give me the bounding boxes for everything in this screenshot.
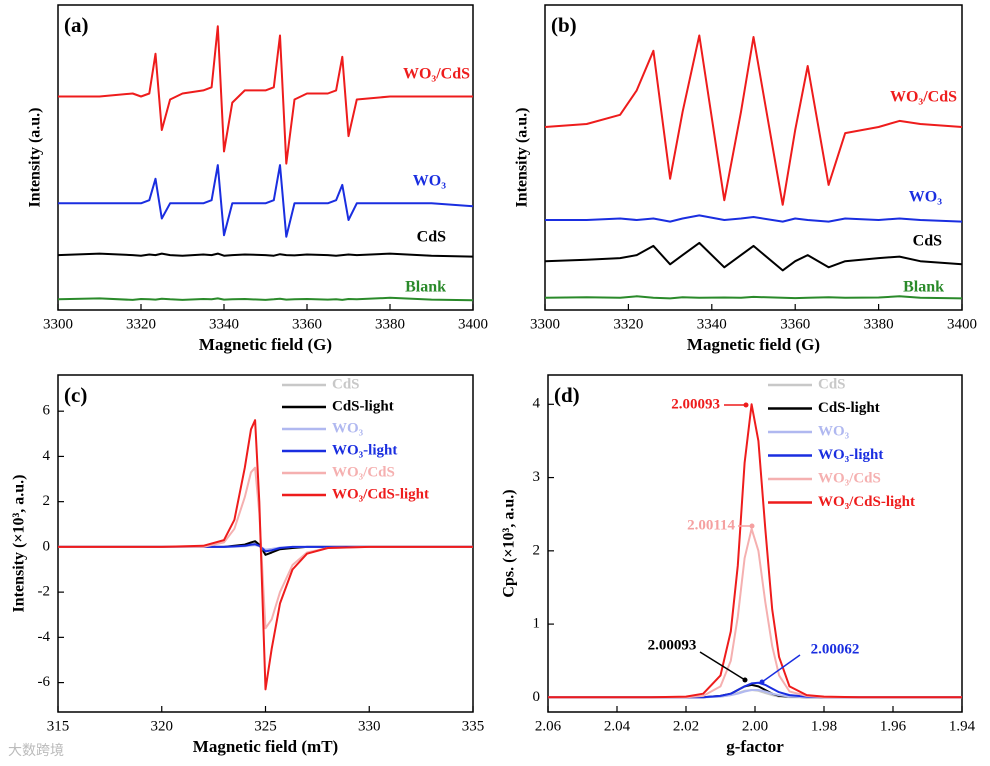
y-tick-label: -6 xyxy=(38,674,51,690)
legend-label: WO₃/CdS-light xyxy=(818,494,915,510)
annotation: 2.00093 xyxy=(648,637,697,653)
y-tick-label: 0 xyxy=(43,538,51,554)
series-label: WO₃/CdS xyxy=(403,66,470,83)
series-line xyxy=(545,214,963,223)
y-tick-label: 6 xyxy=(43,403,51,419)
legend-label: CdS xyxy=(818,376,846,392)
x-tick-label: 1.96 xyxy=(880,718,907,734)
x-tick-label: 325 xyxy=(254,718,277,734)
y-tick-label: -2 xyxy=(38,584,51,600)
annotation-arrow xyxy=(761,654,801,683)
x-tick-label: 2.02 xyxy=(673,718,699,734)
series-line xyxy=(548,527,962,699)
legend-label: WO₃/CdS xyxy=(818,470,881,486)
legend-label: CdS xyxy=(332,376,360,392)
y-tick-label: 0 xyxy=(533,689,541,705)
series-line xyxy=(57,296,474,302)
x-tick-label: 2.06 xyxy=(535,718,562,734)
y-tick-label: 3 xyxy=(533,469,541,485)
annotation: 2.00093 xyxy=(671,396,720,412)
series-label: Blank xyxy=(903,279,944,296)
x-tick-label: 2.00 xyxy=(742,718,768,734)
annotation-arrow xyxy=(699,651,746,681)
legend-label: CdS-light xyxy=(332,398,394,414)
x-tick-label: 3360 xyxy=(780,316,810,332)
x-tick-label: 3320 xyxy=(613,316,643,332)
x-tick-label: 3400 xyxy=(458,316,488,332)
x-axis-label: Magnetic field (G) xyxy=(687,335,820,354)
annotation-arrowhead xyxy=(742,677,748,683)
legend-label: WO₃/CdS xyxy=(332,464,395,480)
series-label: CdS xyxy=(417,229,446,246)
series-label: WO₃ xyxy=(909,189,942,206)
x-tick-label: 3300 xyxy=(530,316,560,332)
x-tick-label: 335 xyxy=(462,718,485,734)
series-line xyxy=(544,241,963,272)
x-tick-label: 3380 xyxy=(864,316,894,332)
y-tick-label: -4 xyxy=(38,629,51,645)
x-axis-label: g-factor xyxy=(726,737,784,756)
legend-label: CdS-light xyxy=(818,400,880,416)
plot-frame xyxy=(57,4,474,311)
series-line xyxy=(548,689,962,699)
y-tick-label: 4 xyxy=(43,448,51,464)
y-axis-label: Intensity (a.u.) xyxy=(514,107,531,207)
watermark: 大数跨境 xyxy=(8,743,64,759)
x-tick-label: 2.04 xyxy=(604,718,631,734)
series-line xyxy=(544,295,963,300)
annotation-arrowhead xyxy=(749,523,755,529)
series-line xyxy=(58,25,473,165)
legend-label: WO₃ xyxy=(332,420,364,436)
series-line xyxy=(58,543,473,553)
x-tick-label: 1.94 xyxy=(949,718,976,734)
series-line xyxy=(58,164,474,238)
series-line xyxy=(548,403,962,699)
x-tick-label: 3400 xyxy=(947,316,977,332)
series-label: WO₃ xyxy=(413,173,446,190)
y-tick-label: 4 xyxy=(533,396,541,412)
series-line xyxy=(58,419,473,691)
x-tick-label: 315 xyxy=(47,718,70,734)
annotation: 2.00114 xyxy=(687,517,735,533)
x-tick-label: 3320 xyxy=(126,316,156,332)
annotation-arrowhead xyxy=(759,679,765,685)
x-tick-label: 3380 xyxy=(375,316,405,332)
x-tick-label: 3340 xyxy=(697,316,727,332)
series-line xyxy=(58,540,473,556)
x-tick-label: 3340 xyxy=(209,316,239,332)
legend-label: WO₃-light xyxy=(818,447,883,463)
series-line xyxy=(57,252,474,258)
x-tick-label: 330 xyxy=(358,718,381,734)
y-tick-label: 2 xyxy=(43,493,51,509)
x-axis-label: Magnetic field (G) xyxy=(199,335,332,354)
legend-label: WO₃ xyxy=(818,423,850,439)
series-label: WO₃/CdS xyxy=(890,89,957,106)
x-tick-label: 320 xyxy=(151,718,174,734)
plot-frame xyxy=(544,4,963,311)
x-tick-label: 1.98 xyxy=(811,718,837,734)
legend-label: WO₃/CdS-light xyxy=(332,486,429,502)
panel-label: (a) xyxy=(64,13,89,37)
y-tick-label: 1 xyxy=(533,616,541,632)
series-line xyxy=(544,34,963,206)
y-tick-label: 2 xyxy=(533,542,541,558)
legend-label: WO₃-light xyxy=(332,442,397,458)
annotation: 2.00062 xyxy=(811,641,860,657)
annotation-arrowhead xyxy=(743,402,749,408)
panel-label: (d) xyxy=(554,383,580,407)
x-tick-label: 3360 xyxy=(292,316,322,332)
panel-label: (c) xyxy=(64,383,87,407)
y-axis-label: Intensity (a.u.) xyxy=(27,107,44,207)
panel-label: (b) xyxy=(551,13,577,37)
series-label: CdS xyxy=(913,233,942,250)
y-axis-label: Cps. (×10³, a.u.) xyxy=(501,489,518,597)
series-label: Blank xyxy=(405,279,446,296)
x-axis-label: Magnetic field (mT) xyxy=(193,737,338,756)
x-tick-label: 3300 xyxy=(43,316,73,332)
y-axis-label: Intensity (×10³, a.u.) xyxy=(11,475,28,613)
